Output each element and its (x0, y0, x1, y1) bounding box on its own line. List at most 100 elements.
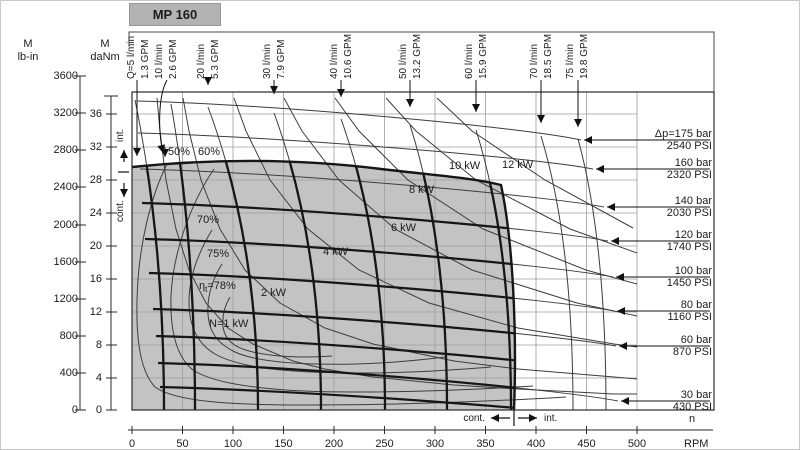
lbin-tick: 1600 (53, 256, 78, 268)
pressure-psi: 870 PSI (672, 346, 712, 358)
lbin-tick: 400 (59, 367, 78, 379)
pressure-bar: Δp=175 bar (654, 128, 712, 140)
power-label: 6 kW (391, 222, 417, 234)
flow-label: 70 l/min (529, 43, 540, 79)
lbin-tick: 3600 (53, 70, 78, 82)
pressure-psi: 1450 PSI (666, 277, 712, 289)
rpm-tick: 300 (425, 438, 445, 450)
flow-label: 10 l/min (154, 43, 165, 79)
power-label: 2 kW (261, 287, 287, 299)
rpm-tick: 500 (627, 438, 647, 450)
danm-tick: 28 (89, 174, 102, 186)
lbin-tick: 2800 (53, 144, 78, 156)
lbin-tick: 1200 (53, 293, 78, 305)
duty-bottom-arrows (491, 410, 537, 426)
pressure-curves-continuous (141, 201, 515, 410)
pressure-label: 160 bar 2320 PSI (592, 157, 712, 181)
rpm-tick: 0 (128, 438, 136, 450)
danm-tick: 20 (89, 240, 102, 252)
rpm-tick: 450 (577, 438, 596, 450)
danm-tick: 36 (89, 108, 102, 120)
flow-label-gpm: 7.9 GPM (276, 39, 287, 79)
flow-label-band-border (128, 31, 715, 92)
plot-frame (131, 91, 715, 411)
rpm-tick: 350 (476, 438, 495, 450)
pressure-label: 80 bar 1160 PSI (592, 299, 712, 323)
power-label: 4 kW (323, 246, 349, 258)
rpm-tick: 250 (375, 438, 394, 450)
flow-label: 20 l/min (196, 43, 207, 79)
lbin-tick: 2000 (53, 219, 78, 231)
flow-label: 50 l/min (398, 43, 409, 79)
lbin-tick: 3200 (53, 107, 78, 119)
pressure-psi: 2030 PSI (666, 207, 712, 219)
eta-symbol: η (199, 280, 206, 292)
pressure-label: Δp=175 bar 2540 PSI (592, 128, 712, 152)
rpm-tick: 50 (176, 438, 189, 450)
chart-title: MP 160 (129, 3, 221, 26)
efficiency-label: 70% (197, 214, 220, 226)
rpm-tick: 200 (324, 438, 344, 450)
pressure-bar: 80 bar (680, 299, 712, 311)
lbin-axis (74, 75, 86, 411)
flow-leader-arrows (133, 77, 582, 157)
danm-tick: 32 (89, 141, 102, 153)
flow-label: Q=5 l/min (126, 35, 137, 79)
danm-axis-unit: daNm (90, 51, 120, 63)
lbin-tick: 2400 (53, 181, 78, 193)
danm-tick: 4 (95, 372, 102, 384)
efficiency-label: 60% (198, 146, 221, 158)
pressure-label: 60 bar 870 PSI (592, 334, 712, 358)
lbin-axis-name: M (23, 38, 33, 50)
efficiency-label: 50% (168, 146, 191, 158)
pressure-leader-arrows (584, 136, 710, 405)
pressure-label: 30 bar 430 PSI (592, 389, 712, 413)
pressure-bar: 120 bar (674, 229, 712, 241)
duty-int-label-left: int. (115, 128, 126, 142)
flow-label-gpm: 10.6 GPM (343, 33, 354, 79)
pressure-psi: 430 PSI (672, 401, 712, 413)
flow-label-gpm: 5.3 GPM (210, 39, 221, 79)
lbin-axis-unit: lb-in (17, 51, 39, 63)
grid (132, 92, 638, 410)
eta-subscript: t (205, 285, 208, 295)
flow-label-gpm: 1.3 GPM (140, 39, 151, 79)
rpm-axis-unit: RPM (684, 438, 709, 450)
pressure-psi: 1160 PSI (667, 311, 712, 323)
pressure-bar: 100 bar (674, 265, 712, 277)
pressure-bar: 140 bar (674, 195, 712, 207)
pressure-psi: 1740 PSI (666, 241, 712, 253)
rpm-axis (128, 426, 713, 434)
pressure-label: 140 bar 2030 PSI (592, 195, 712, 219)
rpm-tick: 100 (223, 438, 243, 450)
pressure-psi: 2320 PSI (666, 169, 712, 181)
flow-label: 30 l/min (262, 43, 273, 79)
danm-axis-name: M (100, 38, 110, 50)
flow-label: 60 l/min (464, 43, 475, 79)
danm-tick: 16 (89, 273, 102, 285)
power-label: 10 kW (449, 160, 481, 172)
danm-tick: 8 (95, 339, 102, 351)
duty-cont-label-left: cont. (115, 200, 126, 222)
danm-axis (104, 95, 118, 411)
pressure-label: 120 bar 1740 PSI (592, 229, 712, 253)
rpm-tick: 150 (274, 438, 293, 450)
power-label: 12 kW (502, 159, 534, 171)
duty-int-label-bottom: int. (544, 413, 558, 424)
flow-label: 40 l/min (329, 43, 340, 79)
danm-tick: 12 (89, 306, 102, 318)
pressure-bar: 160 bar (674, 157, 712, 169)
eta-value: =78% (207, 280, 236, 292)
pressure-bar: 30 bar (680, 389, 712, 401)
flow-label: 75 l/min (565, 43, 576, 79)
flow-label-gpm: 2.6 GPM (168, 39, 179, 79)
lbin-tick: 800 (59, 330, 78, 342)
danm-tick: 0 (95, 404, 102, 416)
pressure-bar: 60 bar (680, 334, 712, 346)
lbin-tick: 0 (71, 404, 78, 416)
flow-label-gpm: 19.8 GPM (579, 33, 590, 79)
danm-tick: 24 (89, 207, 102, 219)
rpm-axis-symbol: n (689, 413, 696, 425)
duty-cont-label-bottom: cont. (463, 413, 485, 424)
